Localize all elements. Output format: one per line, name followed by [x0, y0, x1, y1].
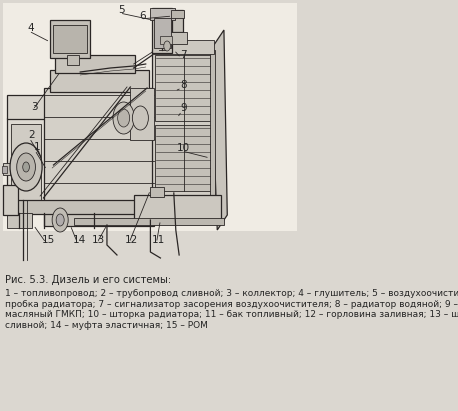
Bar: [210, 50, 215, 198]
Text: пробка радиатора; 7 – сигнализатор засорения воздухоочистителя; 8 – радиатор вод: пробка радиатора; 7 – сигнализатор засор…: [5, 300, 458, 309]
Bar: [153, 8, 173, 53]
Text: 3: 3: [32, 102, 38, 112]
Bar: [134, 195, 221, 220]
Text: Рис. 5.3. Дизель и его системы:: Рис. 5.3. Дизель и его системы:: [5, 275, 171, 285]
Text: 12: 12: [125, 235, 138, 245]
Bar: [173, 10, 183, 32]
Circle shape: [113, 102, 134, 134]
Bar: [171, 10, 185, 18]
Text: 15: 15: [42, 235, 55, 245]
Text: 1 – топливопровод; 2 – трубопровод сливной; 3 – коллектор; 4 – глушитель; 5 – во: 1 – топливопровод; 2 – трубопровод сливн…: [5, 289, 458, 298]
Text: 4: 4: [27, 23, 34, 33]
Bar: [44, 208, 154, 226]
Text: 14: 14: [73, 235, 86, 245]
Bar: [50, 20, 90, 58]
Circle shape: [118, 109, 130, 127]
Bar: [55, 55, 135, 73]
Bar: [160, 36, 173, 44]
Bar: [7, 213, 32, 228]
Circle shape: [56, 214, 64, 226]
Text: 1: 1: [34, 142, 41, 152]
Bar: [7, 118, 45, 210]
Bar: [155, 125, 211, 191]
Text: 9: 9: [180, 103, 187, 113]
Bar: [74, 218, 224, 225]
Text: 7: 7: [180, 50, 186, 60]
Bar: [3, 163, 10, 175]
Text: 13: 13: [93, 235, 105, 245]
Text: сливной; 14 – муфта эластичная; 15 – РОМ: сливной; 14 – муфта эластичная; 15 – РОМ: [5, 321, 207, 330]
Bar: [50, 70, 149, 92]
Bar: [150, 8, 175, 20]
Bar: [170, 32, 187, 44]
Circle shape: [16, 153, 35, 181]
Bar: [153, 50, 214, 198]
Bar: [7, 95, 45, 119]
Bar: [150, 187, 164, 197]
Bar: [3, 185, 18, 215]
Bar: [153, 40, 214, 54]
Text: 11: 11: [152, 235, 165, 245]
Circle shape: [132, 106, 148, 130]
Bar: [3, 3, 297, 231]
Circle shape: [23, 162, 29, 172]
Polygon shape: [211, 30, 227, 230]
Circle shape: [164, 41, 170, 51]
Text: 5: 5: [118, 5, 125, 15]
Bar: [155, 55, 211, 121]
Text: 8: 8: [180, 80, 187, 90]
Bar: [154, 18, 171, 48]
Text: масляный ГМКП; 10 – шторка радиатора; 11 – бак топливный; 12 – горловина заливна: масляный ГМКП; 10 – шторка радиатора; 11…: [5, 310, 458, 319]
Bar: [11, 124, 41, 204]
Bar: [131, 88, 154, 140]
Bar: [44, 88, 154, 210]
Text: 6: 6: [139, 11, 146, 21]
Bar: [67, 55, 79, 65]
Circle shape: [52, 208, 68, 232]
Text: 10: 10: [177, 143, 191, 153]
Bar: [2, 166, 7, 173]
Circle shape: [10, 143, 42, 191]
Bar: [7, 200, 221, 214]
Bar: [54, 25, 87, 53]
Text: 2: 2: [28, 130, 35, 140]
